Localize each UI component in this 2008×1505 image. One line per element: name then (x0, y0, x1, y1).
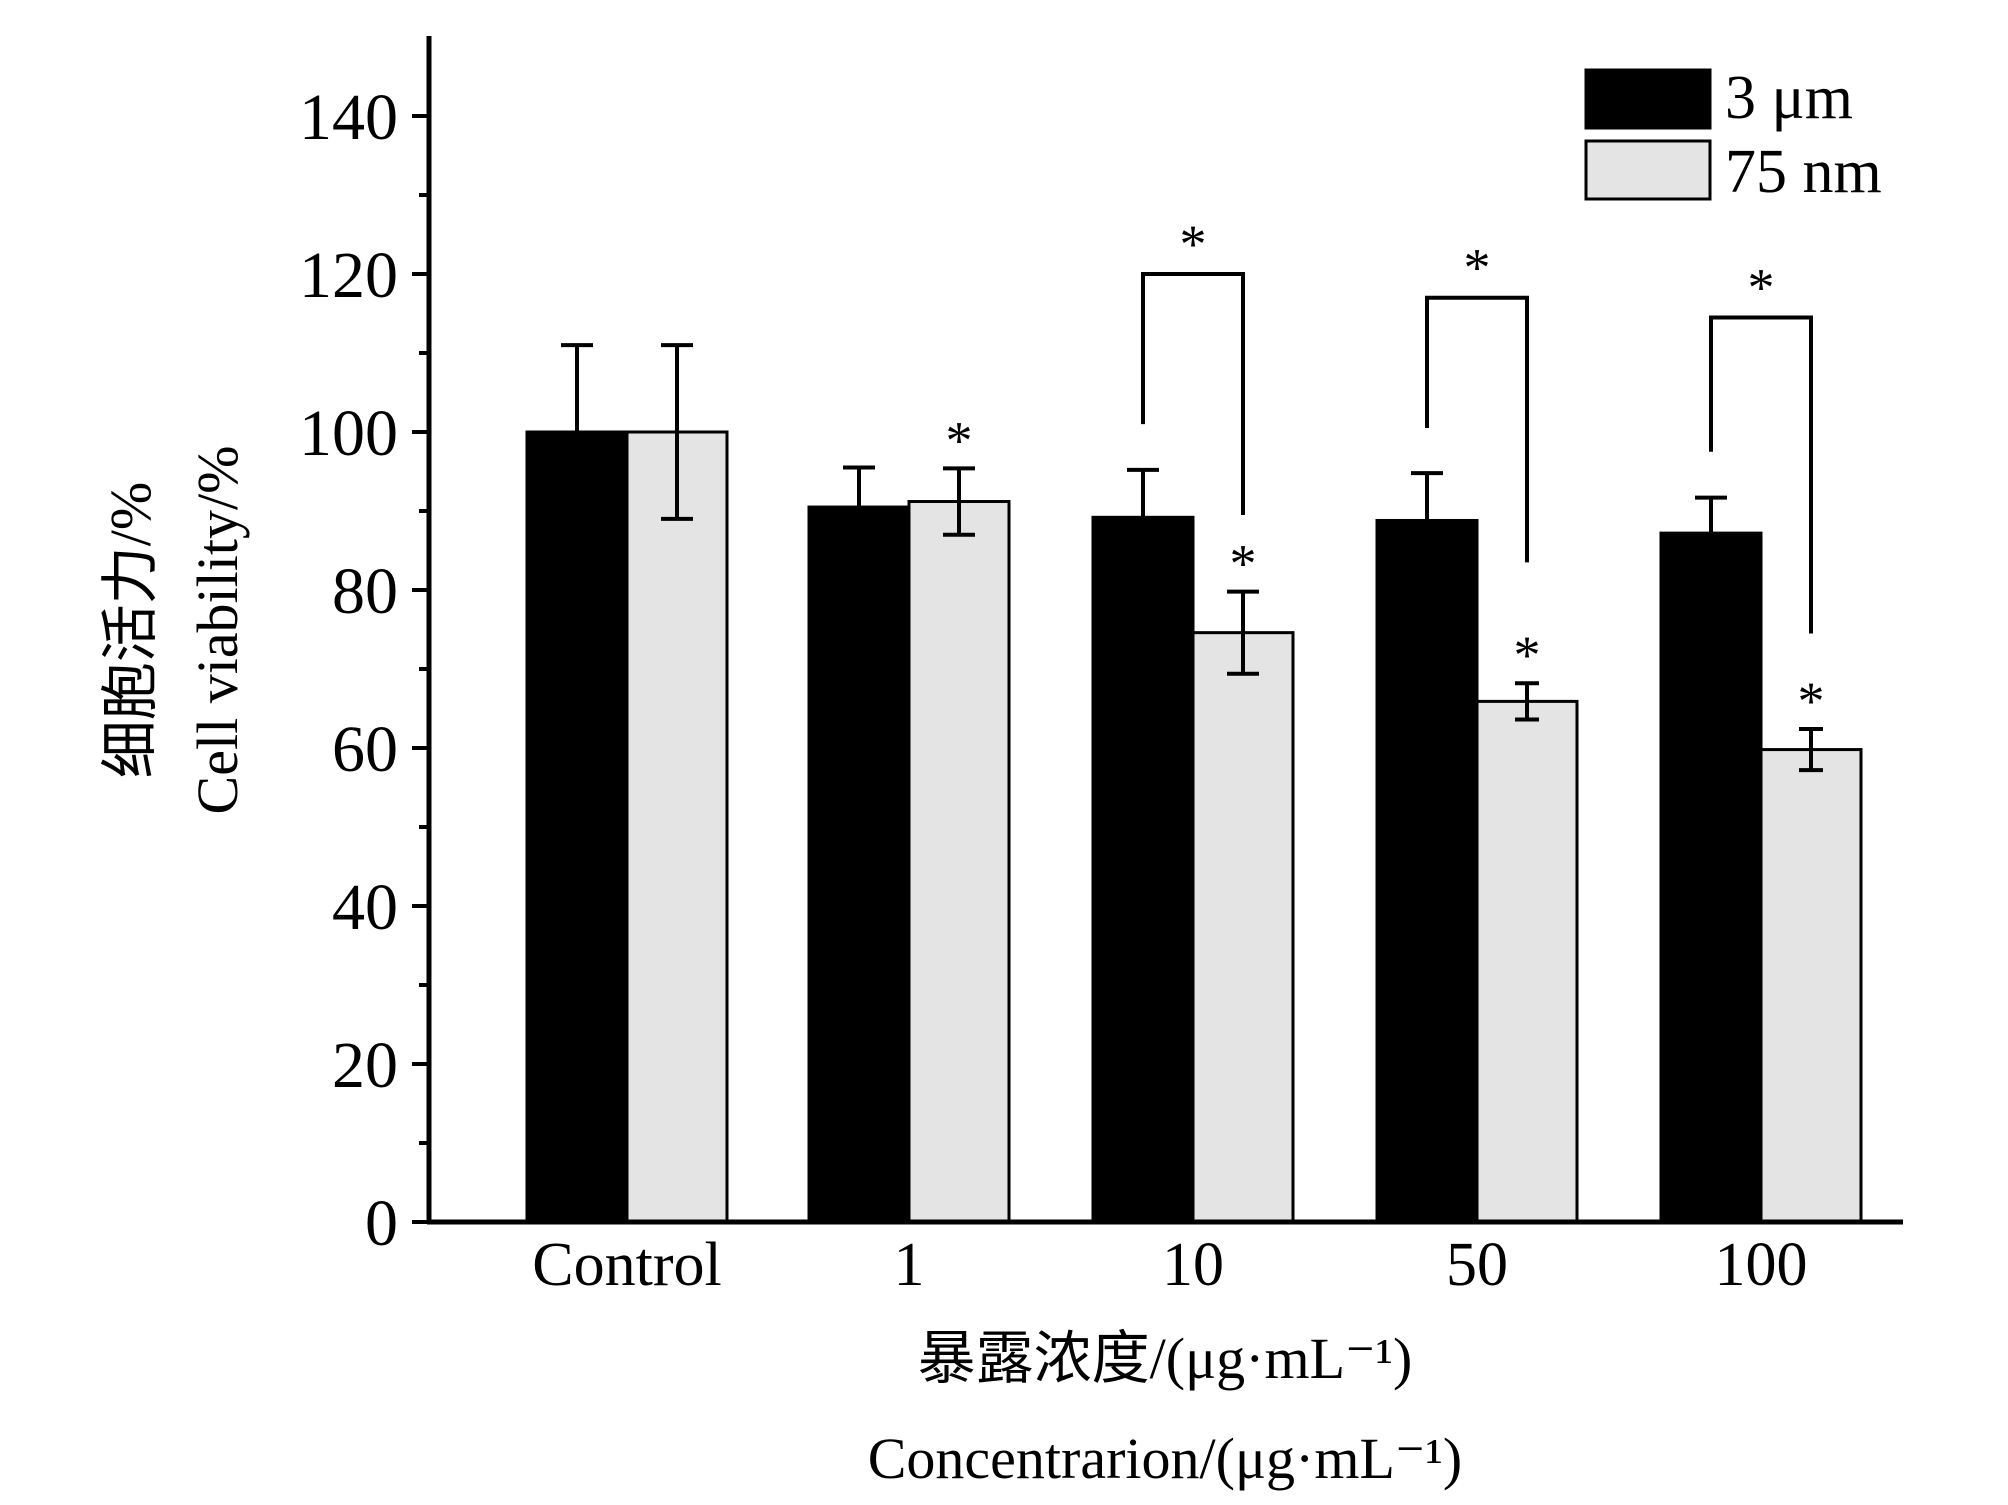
bar-3um (525, 430, 629, 1224)
significance-bracket (1709, 315, 1813, 634)
axes-layer (426, 36, 1903, 1225)
x-category-label: 100 (1715, 1231, 1808, 1299)
bar-75nm (1759, 748, 1863, 1224)
y-tick-label: 80 (332, 555, 398, 628)
y-axis-title-cn: 细胞活力/% (98, 482, 163, 778)
y-tick-label: 140 (299, 81, 398, 154)
bar-75nm (1475, 699, 1579, 1224)
bracket-star: * (1180, 214, 1207, 274)
y-tick-label: 40 (332, 871, 398, 944)
y-tick-label: 0 (365, 1187, 398, 1260)
error-bars-layer: * * * * (561, 343, 1825, 773)
x-axis-title-cn: 暴露浓度/(μg·mL⁻¹) (918, 1326, 1413, 1391)
legend-label-75nm: 75 nm (1725, 138, 1882, 206)
bar-75nm (625, 430, 729, 1224)
legend-label-3um: 3 μm (1725, 64, 1853, 132)
bar-75nm (1191, 631, 1295, 1224)
bar-3um (1375, 518, 1479, 1224)
bar-3um (807, 505, 911, 1224)
significance-bracket (1425, 295, 1529, 563)
significance-layer: * * * (1141, 214, 1813, 634)
legend: 3 μm 75 nm (1584, 64, 1882, 206)
x-labels-layer: Control 1 10 50 100 (532, 1231, 1807, 1299)
bar-75nm (907, 500, 1011, 1224)
bracket-star: * (1748, 257, 1775, 317)
legend-swatch-75nm (1584, 139, 1712, 201)
x-category-label: 1 (894, 1231, 925, 1299)
x-axis-title-en: Concentrarion/(μg·mL⁻¹) (868, 1426, 1462, 1491)
y-ticks-layer: 0 20 40 60 80 100 120 140 (299, 81, 429, 1260)
significance-star: * (946, 410, 973, 470)
significance-bracket (1141, 272, 1245, 515)
bars-layer (525, 430, 1863, 1224)
bar-3um (1659, 531, 1763, 1224)
y-tick-label: 20 (332, 1029, 398, 1102)
y-tick-label: 120 (299, 239, 398, 312)
bar-3um (1091, 515, 1195, 1224)
significance-star: * (1230, 534, 1257, 594)
x-category-label: 10 (1162, 1231, 1224, 1299)
significance-star: * (1798, 671, 1825, 731)
bracket-star: * (1464, 238, 1491, 298)
y-tick-label: 60 (332, 713, 398, 786)
y-tick-label: 100 (299, 397, 398, 470)
y-axis-title-en: Cell viability/% (185, 446, 250, 815)
significance-star: * (1514, 625, 1541, 685)
x-category-label: 50 (1446, 1231, 1508, 1299)
x-category-label: Control (532, 1231, 721, 1299)
legend-swatch-3um (1584, 68, 1712, 130)
